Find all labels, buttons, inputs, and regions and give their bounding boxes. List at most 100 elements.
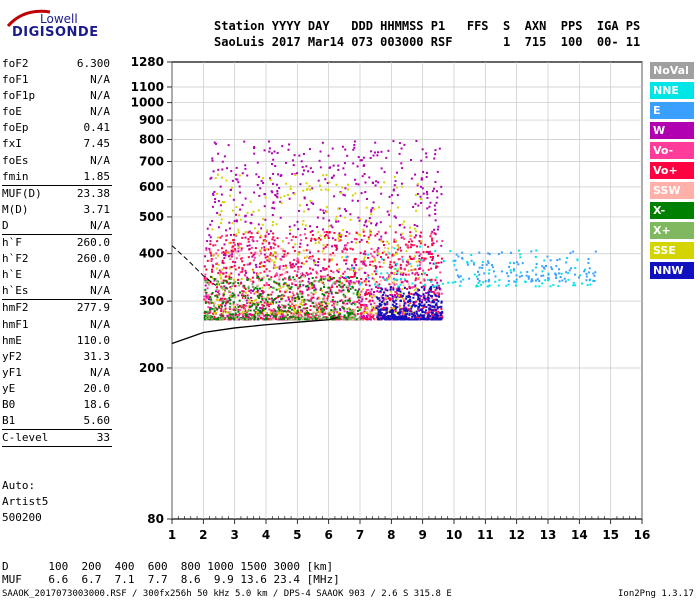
data-point xyxy=(298,314,301,317)
data-point xyxy=(414,291,417,294)
data-point xyxy=(407,304,410,307)
data-point xyxy=(415,287,418,290)
data-point xyxy=(211,205,214,208)
data-point xyxy=(318,297,321,300)
data-point xyxy=(210,176,213,179)
data-point xyxy=(272,266,275,269)
param-name: fxI xyxy=(2,137,22,151)
data-point xyxy=(395,316,398,319)
data-point xyxy=(351,310,354,313)
data-point xyxy=(428,214,431,217)
data-point xyxy=(497,253,500,256)
data-point xyxy=(249,291,252,294)
data-point xyxy=(296,297,299,300)
data-point xyxy=(294,236,297,239)
data-point xyxy=(214,142,217,145)
data-point xyxy=(226,287,229,290)
data-point xyxy=(365,225,368,228)
data-point xyxy=(351,248,354,251)
data-point xyxy=(219,297,222,300)
data-point xyxy=(535,263,538,266)
data-point xyxy=(309,287,312,290)
data-point xyxy=(277,296,280,299)
data-point xyxy=(317,261,320,264)
data-point xyxy=(271,191,274,194)
data-point xyxy=(248,317,251,320)
data-point xyxy=(558,272,561,275)
data-point xyxy=(263,270,266,273)
data-point xyxy=(219,204,222,207)
data-point xyxy=(293,304,296,307)
data-point xyxy=(386,240,389,243)
data-point xyxy=(406,310,409,313)
data-point xyxy=(434,313,437,316)
data-point xyxy=(583,270,586,273)
data-point xyxy=(205,318,208,321)
data-point xyxy=(244,220,247,223)
data-point xyxy=(290,318,293,321)
data-point xyxy=(500,270,503,273)
data-point xyxy=(409,234,412,237)
data-point xyxy=(338,234,341,237)
data-point xyxy=(395,292,398,295)
data-point xyxy=(507,275,510,278)
data-point xyxy=(404,318,407,321)
data-point xyxy=(415,277,418,280)
data-point xyxy=(534,255,537,258)
param-name: B0 xyxy=(2,397,16,411)
data-point xyxy=(236,303,239,306)
data-point xyxy=(488,278,491,281)
data-point xyxy=(206,240,209,243)
data-point xyxy=(409,298,412,301)
data-point xyxy=(346,154,349,157)
data-point xyxy=(335,279,338,282)
data-point xyxy=(243,285,246,288)
data-point xyxy=(225,279,228,282)
data-point xyxy=(328,279,331,282)
data-point xyxy=(413,318,416,321)
data-point xyxy=(400,318,403,321)
data-point xyxy=(253,147,256,150)
data-point xyxy=(279,216,282,219)
data-point xyxy=(252,210,255,213)
data-point xyxy=(238,266,241,269)
data-point xyxy=(376,314,379,317)
data-point xyxy=(369,231,372,234)
data-point xyxy=(304,303,307,306)
data-point xyxy=(301,272,304,275)
data-point xyxy=(344,303,347,306)
data-point xyxy=(237,273,240,276)
data-point xyxy=(287,298,290,301)
data-point xyxy=(347,313,350,316)
data-point xyxy=(427,268,430,271)
data-point xyxy=(303,210,306,213)
data-point xyxy=(353,257,356,260)
data-point xyxy=(476,277,479,280)
data-point xyxy=(438,295,441,298)
data-point xyxy=(435,201,438,204)
data-point xyxy=(338,278,341,281)
data-point xyxy=(362,230,365,233)
data-point xyxy=(534,266,537,269)
data-point xyxy=(222,281,225,284)
data-point xyxy=(424,152,427,155)
data-point xyxy=(311,276,314,279)
data-point xyxy=(422,269,425,272)
data-point xyxy=(244,236,247,239)
data-point xyxy=(364,191,367,194)
data-point xyxy=(345,275,348,278)
param-value: 5.60 xyxy=(83,414,111,428)
data-point xyxy=(371,277,374,280)
data-point xyxy=(397,287,400,290)
param-row: foF2 6.300 xyxy=(2,56,112,72)
data-point xyxy=(283,253,286,256)
data-point xyxy=(279,175,282,178)
data-point xyxy=(350,240,353,243)
data-point xyxy=(205,291,208,294)
data-point xyxy=(292,276,295,279)
data-point xyxy=(349,247,352,250)
data-point xyxy=(244,304,247,307)
param-row: foE N/A xyxy=(2,104,112,120)
data-point xyxy=(210,301,213,304)
data-point xyxy=(213,304,216,307)
